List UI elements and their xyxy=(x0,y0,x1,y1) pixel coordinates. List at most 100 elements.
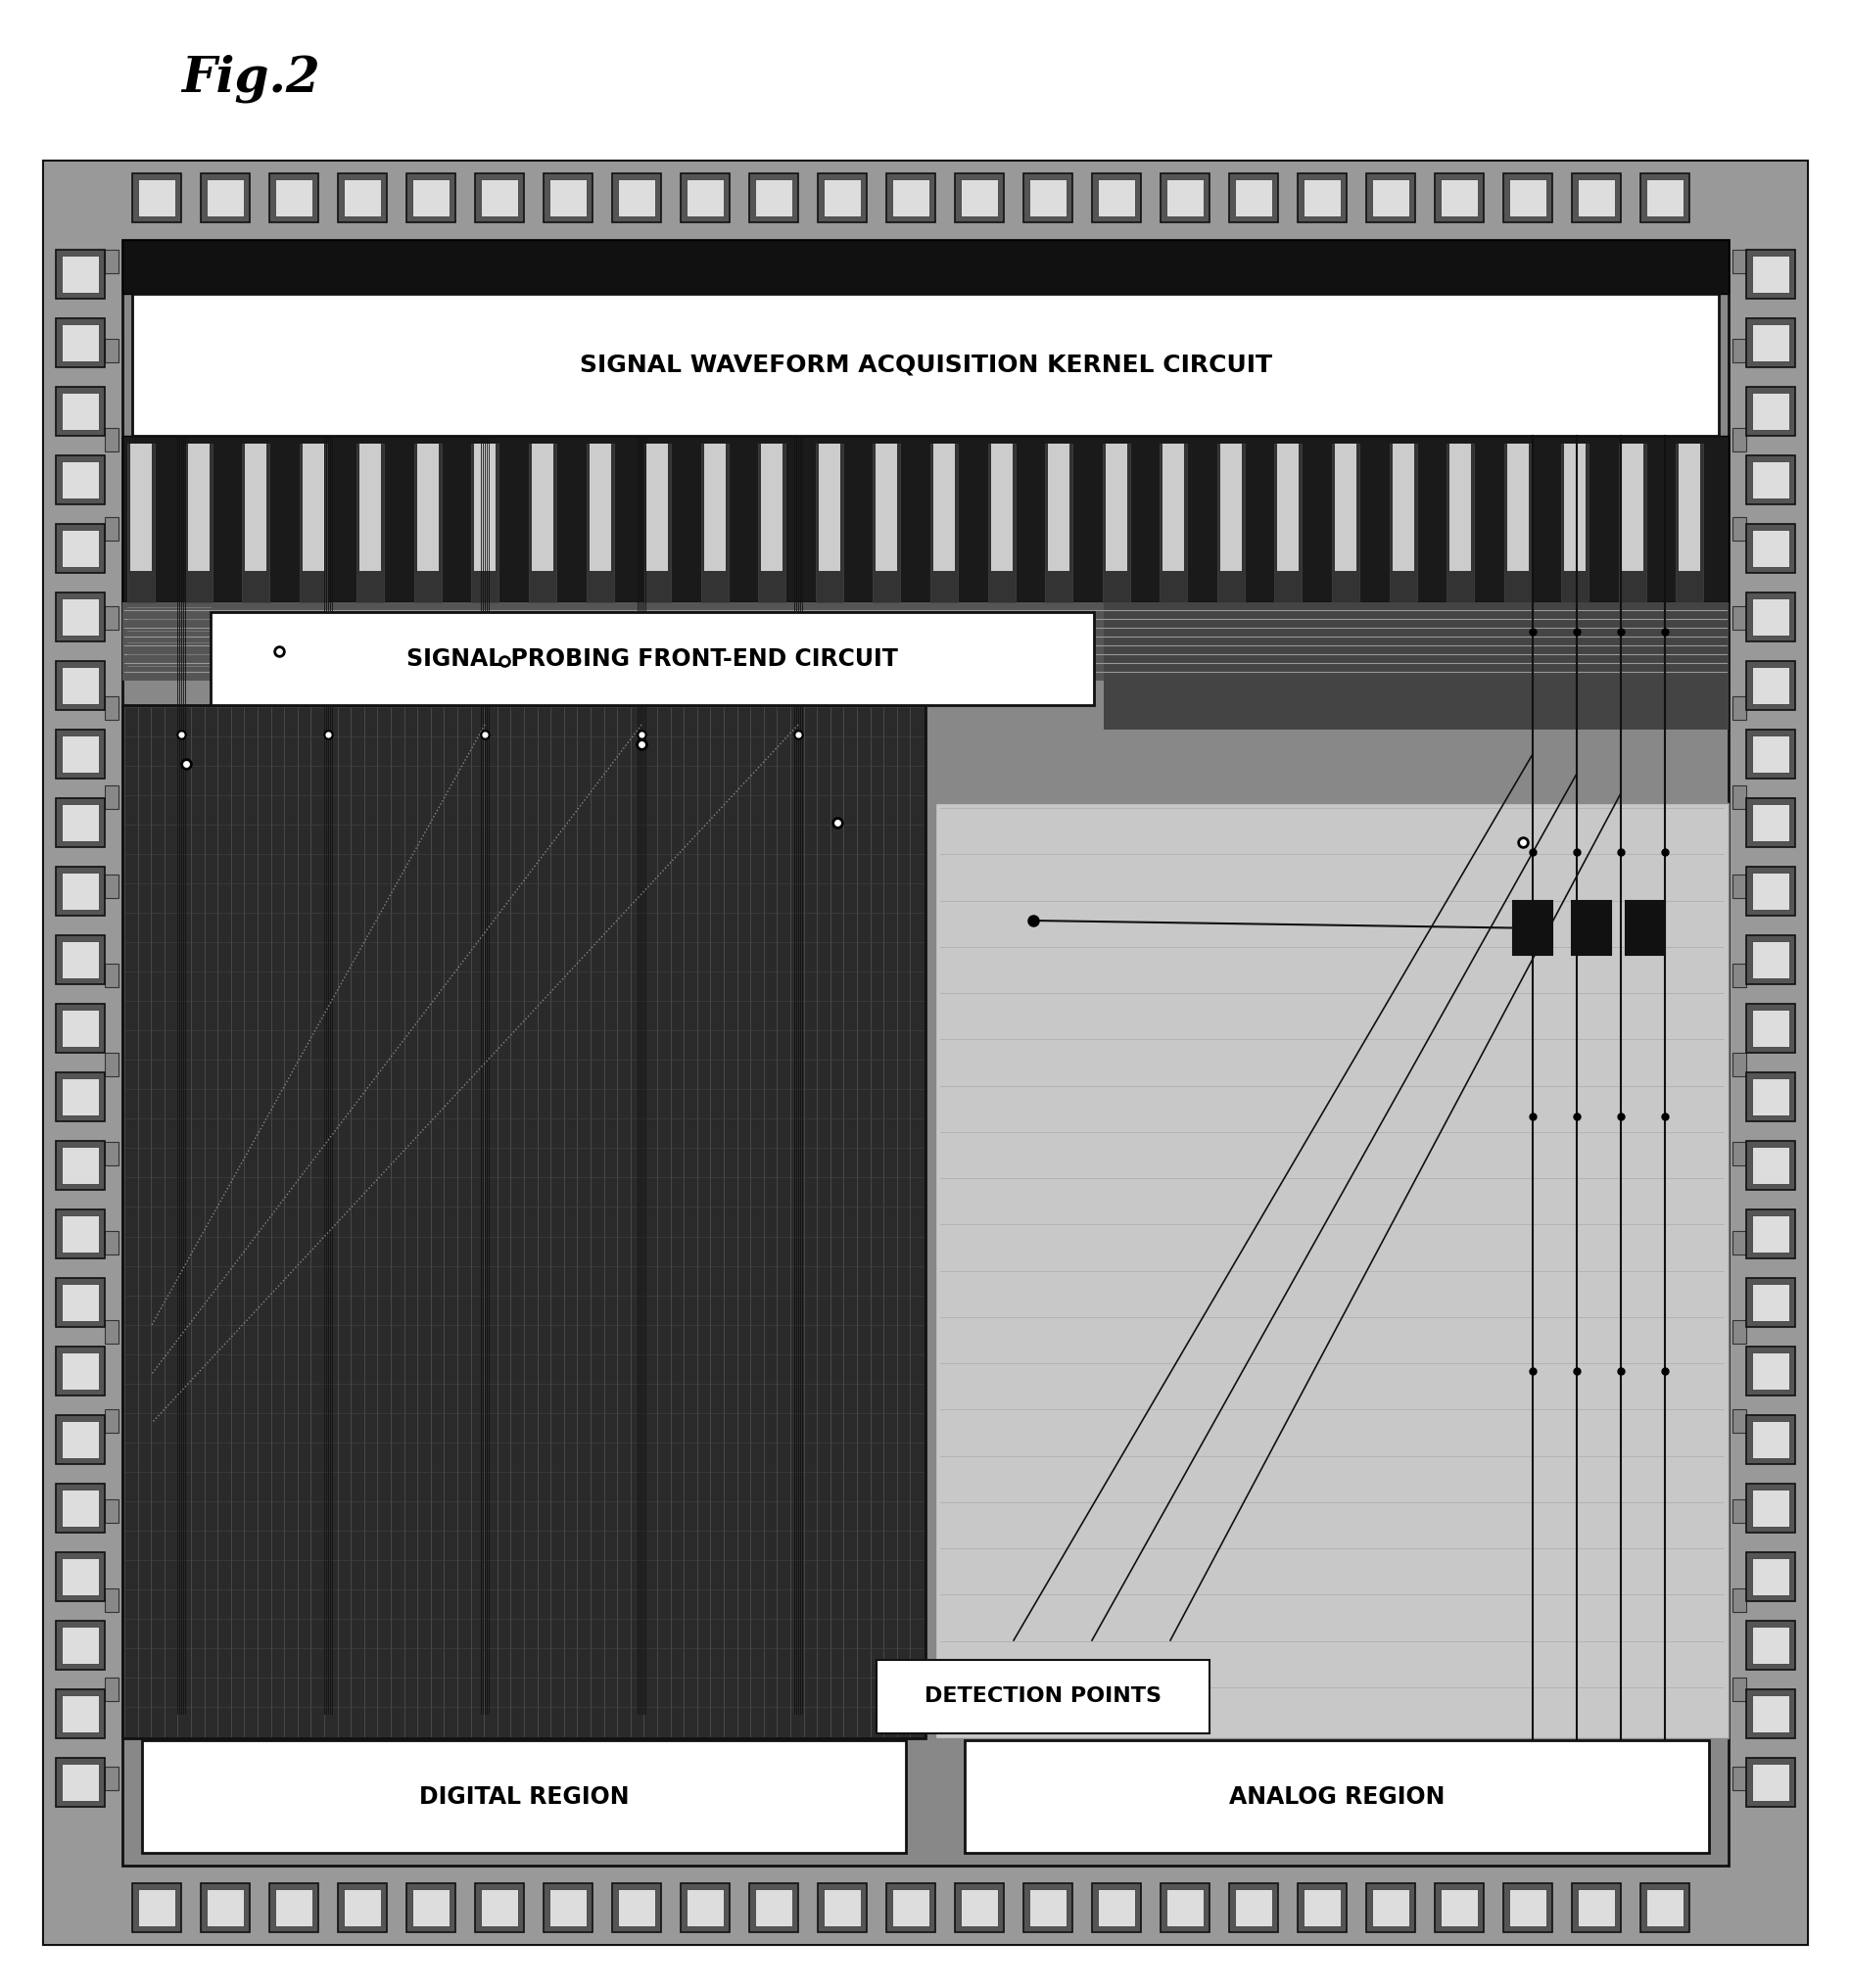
Bar xyxy=(936,803,1728,1738)
Bar xyxy=(1752,1352,1789,1390)
Bar xyxy=(187,443,209,571)
Bar xyxy=(823,179,860,217)
Bar xyxy=(55,867,105,916)
Bar xyxy=(703,443,725,571)
Text: DIGITAL REGION: DIGITAL REGION xyxy=(418,1785,629,1809)
Bar xyxy=(105,1409,118,1433)
Bar xyxy=(1106,443,1127,571)
Bar xyxy=(955,173,1005,223)
Bar xyxy=(130,443,152,571)
Bar xyxy=(749,1883,797,1932)
Bar xyxy=(1504,1883,1552,1932)
Bar xyxy=(105,427,118,451)
Bar xyxy=(202,1883,250,1932)
Bar xyxy=(55,1483,105,1533)
Bar xyxy=(1752,461,1789,499)
Bar xyxy=(1746,1004,1794,1054)
Bar xyxy=(1680,443,1700,571)
Bar xyxy=(1746,1620,1794,1670)
Bar xyxy=(472,443,500,602)
Bar xyxy=(207,179,244,217)
Bar xyxy=(61,940,98,978)
Bar xyxy=(61,1284,98,1322)
Bar xyxy=(1752,873,1789,911)
Bar xyxy=(1365,173,1415,223)
Bar xyxy=(44,1865,1807,1944)
Bar xyxy=(1732,1054,1746,1076)
Bar xyxy=(61,1696,98,1732)
Bar xyxy=(1746,318,1794,368)
Bar xyxy=(1297,173,1347,223)
Bar xyxy=(1732,1499,1746,1523)
Bar xyxy=(1732,338,1746,362)
Bar xyxy=(531,443,553,571)
Bar xyxy=(1236,1889,1273,1926)
Bar xyxy=(61,1352,98,1390)
Bar xyxy=(612,173,660,223)
Bar xyxy=(1752,1215,1789,1252)
Bar xyxy=(701,443,729,602)
Bar xyxy=(1393,443,1413,571)
Bar xyxy=(755,179,792,217)
Bar xyxy=(1513,901,1552,954)
Text: SIGNAL PROBING FRONT-END CIRCUIT: SIGNAL PROBING FRONT-END CIRCUIT xyxy=(407,646,897,670)
Bar xyxy=(1746,1757,1794,1807)
Bar xyxy=(131,1883,181,1932)
Bar xyxy=(1029,1889,1066,1926)
Bar xyxy=(339,173,387,223)
Bar xyxy=(1746,1072,1794,1121)
Bar xyxy=(105,1054,118,1076)
Bar xyxy=(211,612,1093,706)
Bar xyxy=(55,318,105,368)
Bar xyxy=(1622,443,1643,571)
Bar xyxy=(105,1320,118,1344)
Bar xyxy=(270,1883,318,1932)
Bar xyxy=(1752,1147,1789,1185)
Bar xyxy=(1746,1483,1794,1533)
Bar xyxy=(242,443,270,602)
Bar xyxy=(302,443,324,571)
Bar xyxy=(344,1889,381,1926)
Bar xyxy=(1236,179,1273,217)
Bar xyxy=(44,161,122,1944)
Bar xyxy=(1436,173,1484,223)
Bar xyxy=(1436,1883,1484,1932)
Bar xyxy=(61,1421,98,1457)
Bar xyxy=(1732,875,1746,899)
Bar xyxy=(1023,1883,1073,1932)
Bar xyxy=(105,1231,118,1254)
Bar xyxy=(55,1072,105,1121)
Bar xyxy=(55,388,105,435)
Bar xyxy=(544,1883,592,1932)
Bar xyxy=(1746,1346,1794,1396)
Bar xyxy=(55,1209,105,1258)
Bar xyxy=(1646,1889,1684,1926)
Bar xyxy=(61,1559,98,1594)
Bar xyxy=(1752,736,1789,773)
Bar xyxy=(1504,173,1552,223)
Bar xyxy=(1752,598,1789,636)
Bar xyxy=(55,1004,105,1054)
Bar xyxy=(931,443,958,602)
Text: SIGNAL WAVEFORM ACQUISITION KERNEL CIRCUIT: SIGNAL WAVEFORM ACQUISITION KERNEL CIRCU… xyxy=(579,354,1271,376)
Bar xyxy=(270,173,318,223)
Text: ANALOG REGION: ANALOG REGION xyxy=(1228,1785,1445,1809)
Bar xyxy=(618,179,655,217)
Bar xyxy=(681,1883,729,1932)
Bar xyxy=(105,1767,118,1789)
Bar xyxy=(1732,517,1746,541)
Bar xyxy=(359,443,381,571)
Bar xyxy=(681,173,729,223)
Bar xyxy=(339,1883,387,1932)
Bar xyxy=(61,803,98,841)
Bar xyxy=(964,1740,1709,1853)
Bar xyxy=(1565,443,1585,571)
Bar xyxy=(1217,443,1245,602)
Bar xyxy=(202,173,250,223)
Bar xyxy=(549,1889,586,1926)
Bar xyxy=(1732,696,1746,720)
Bar xyxy=(128,443,155,602)
Bar xyxy=(61,1010,98,1048)
Bar xyxy=(1746,867,1794,916)
Bar xyxy=(960,179,997,217)
